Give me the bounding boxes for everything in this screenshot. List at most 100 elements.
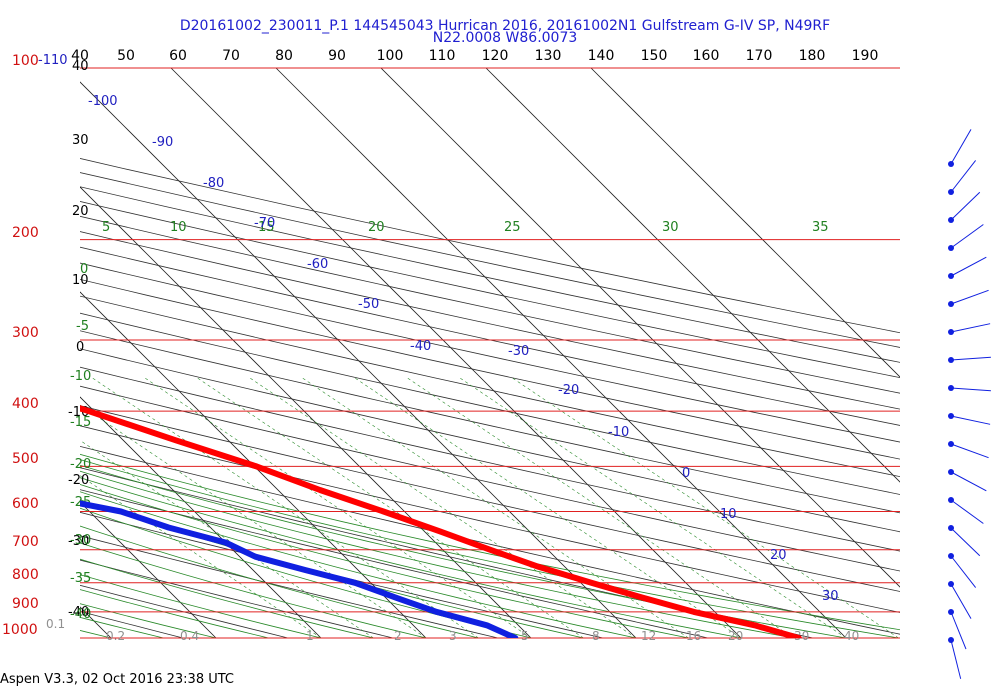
theta-e-labels: 5 10 15 20 25 30 35 bbox=[102, 220, 829, 235]
pressure-tick-label: 600 bbox=[12, 496, 39, 512]
isotherm-line bbox=[80, 291, 427, 638]
left-tick-label: -20 bbox=[68, 473, 89, 488]
pressure-tick-label: 400 bbox=[12, 396, 39, 412]
dry-adiabat bbox=[80, 584, 288, 638]
moist-adiabat bbox=[80, 507, 532, 638]
left-tick-label: 0 bbox=[76, 340, 84, 355]
wind-barb bbox=[948, 497, 984, 524]
isotherm-line bbox=[80, 396, 322, 638]
moist-adiabat bbox=[80, 525, 479, 638]
adiabat-label: -30 bbox=[70, 533, 91, 548]
theta-e-label: 25 bbox=[504, 220, 521, 235]
isotherm-label: -60 bbox=[307, 257, 328, 272]
isotherm-label: -100 bbox=[88, 94, 118, 109]
isotherm-line bbox=[80, 501, 217, 638]
isotherm-line bbox=[590, 68, 900, 378]
wind-barb bbox=[948, 581, 972, 619]
isotherm-label: 20 bbox=[770, 548, 787, 563]
mixing-ratio-label: 20 bbox=[728, 629, 743, 643]
pressure-tick-label: 200 bbox=[12, 225, 39, 241]
top-tick-label: 150 bbox=[641, 48, 668, 64]
top-tick-label: 100 bbox=[377, 48, 404, 64]
mixing-ratio-label: 0.2 bbox=[106, 629, 125, 643]
theta-e-label: 15 bbox=[258, 220, 275, 235]
left-tick-label: 30 bbox=[72, 133, 89, 148]
header-line2: N22.0008 W86.0073 bbox=[433, 30, 578, 46]
adiabat-label: -40 bbox=[70, 607, 91, 622]
dry-adiabat bbox=[80, 467, 813, 638]
adiabat-label: -15 bbox=[70, 415, 91, 430]
dry-adiabat bbox=[80, 172, 900, 348]
isotherm-label: -110 bbox=[38, 53, 68, 68]
pressure-tick-label: 500 bbox=[12, 451, 39, 467]
moist-adiabat bbox=[80, 558, 374, 638]
top-tick-label: 130 bbox=[535, 48, 562, 64]
top-axis-labels: 40 50 60 70 80 90 100 110 120 130 140 15… bbox=[71, 48, 878, 64]
wind-barb bbox=[948, 469, 987, 492]
top-tick-label: 140 bbox=[588, 48, 615, 64]
adiabat-label: -5 bbox=[76, 319, 89, 334]
theta-e-label: 10 bbox=[170, 220, 187, 235]
mixing-ratio-line bbox=[80, 439, 374, 638]
left-tick-label: 10 bbox=[72, 273, 89, 288]
moist-adiabat bbox=[80, 477, 742, 638]
moist-adiabat bbox=[80, 589, 269, 638]
wind-barb bbox=[948, 637, 962, 679]
top-tick-label: 40 bbox=[71, 48, 89, 64]
left-tick-label: 40 bbox=[72, 59, 89, 74]
isotherm-label: -90 bbox=[152, 135, 173, 150]
dry-adiabat bbox=[80, 231, 900, 410]
mixing-ratio-line bbox=[302, 377, 689, 638]
pressure-tick-label: 700 bbox=[12, 534, 39, 550]
wind-barb bbox=[948, 413, 991, 425]
top-tick-label: 120 bbox=[482, 48, 509, 64]
isotherm-line bbox=[0, 68, 6, 638]
dry-adiabat bbox=[80, 559, 393, 638]
isotherm-line bbox=[380, 68, 900, 588]
left-tick-label: 20 bbox=[72, 204, 89, 219]
mixing-ratio-label: 0.1 bbox=[46, 617, 65, 631]
moist-adiabat bbox=[80, 470, 794, 638]
mixing-ratio-label: 5 bbox=[521, 629, 529, 643]
moist-adiabat bbox=[80, 453, 900, 631]
isotherm-label: -40 bbox=[410, 339, 431, 354]
mixing-ratio-line bbox=[512, 377, 899, 638]
moist-adiabat bbox=[80, 499, 584, 638]
dry-adiabat bbox=[80, 330, 900, 514]
mixing-ratio-label: 30 bbox=[794, 629, 809, 643]
top-tick-label: 70 bbox=[222, 48, 240, 64]
diagonal-grid bbox=[0, 68, 900, 638]
pressure-grid bbox=[80, 67, 900, 639]
top-tick-label: 190 bbox=[852, 48, 879, 64]
adiabat-label: -20 bbox=[70, 457, 91, 472]
isotherm-label: -20 bbox=[558, 383, 579, 398]
isotherm-label: 30 bbox=[822, 589, 839, 604]
wind-barb bbox=[948, 525, 981, 557]
wind-barb bbox=[948, 160, 977, 195]
dry-adiabat bbox=[80, 201, 900, 379]
wind-barb bbox=[948, 289, 989, 307]
left-tick-label: -30 bbox=[68, 534, 89, 549]
dry-adiabat bbox=[80, 262, 900, 443]
top-tick-label: 110 bbox=[429, 48, 456, 64]
moist-adiabat bbox=[80, 491, 637, 638]
adiabat-left-labels: 0 -5 -10 -15 -20 -25 -30 -35 -40 bbox=[70, 262, 91, 622]
left-axis-labels: 40 30 20 10 0 -10 -20 -30 -40 bbox=[68, 59, 89, 620]
wind-barb bbox=[948, 385, 991, 392]
dry-adiabat bbox=[80, 535, 498, 638]
wind-barb bbox=[948, 356, 991, 363]
dry-adiabat bbox=[80, 511, 603, 638]
dry-adiabat bbox=[80, 425, 900, 613]
dry-adiabat bbox=[80, 215, 900, 394]
moist-adiabat bbox=[80, 464, 847, 638]
wind-barb bbox=[948, 224, 984, 251]
top-tick-label: 160 bbox=[693, 48, 720, 64]
adiabat-grid bbox=[80, 377, 900, 638]
isotherm-label: -80 bbox=[203, 176, 224, 191]
temperature-trace bbox=[80, 405, 802, 638]
top-tick-label: 170 bbox=[746, 48, 773, 64]
pressure-tick-label: 300 bbox=[12, 325, 39, 341]
wind-barb bbox=[948, 323, 991, 335]
isotherm-label: -70 bbox=[254, 216, 275, 231]
isotherm-label: -30 bbox=[508, 344, 529, 359]
